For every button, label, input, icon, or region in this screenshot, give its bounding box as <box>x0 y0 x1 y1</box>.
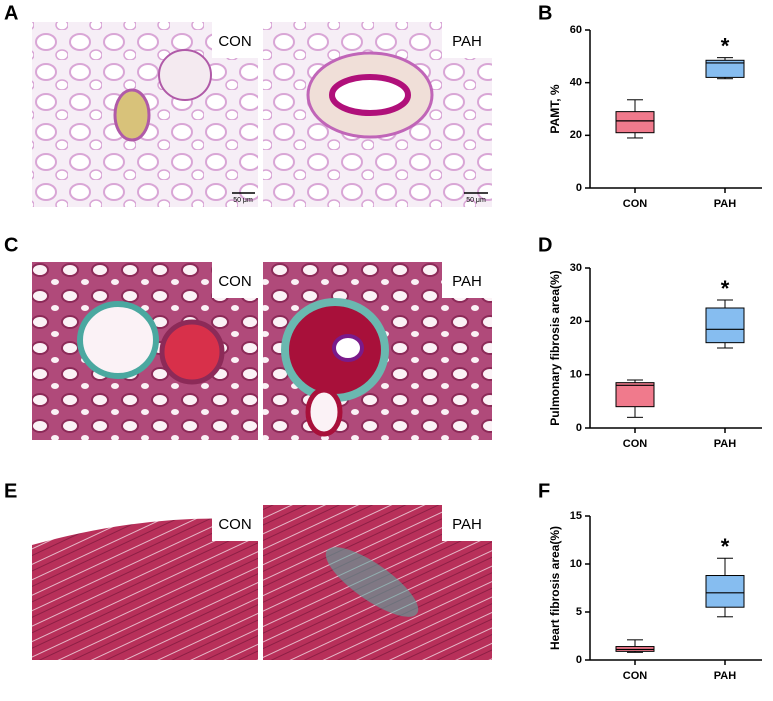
fibrosis <box>325 547 419 617</box>
vessel <box>113 88 151 142</box>
x-tick-label: CON <box>623 670 648 682</box>
image-label: PAH <box>452 273 482 290</box>
label-box <box>442 262 492 298</box>
label-box <box>212 22 258 58</box>
panel-letter: D <box>538 234 552 256</box>
label-box <box>212 505 258 541</box>
lumen <box>329 74 411 116</box>
panel-letter: B <box>538 2 552 24</box>
panel-letter: C <box>4 234 18 256</box>
box <box>705 59 745 78</box>
image-label: CON <box>218 516 251 533</box>
background <box>32 505 258 545</box>
y-axis-title: Heart fibrosis area(%) <box>548 526 562 650</box>
x-tick-label: PAH <box>714 438 736 450</box>
airway <box>158 49 212 101</box>
box <box>615 111 655 134</box>
lumen <box>332 334 364 362</box>
y-tick-label: 0 <box>576 422 582 434</box>
x-tick-label: PAH <box>714 198 736 210</box>
y-tick-label: 60 <box>570 24 582 36</box>
significance-label: * <box>721 534 730 559</box>
scale-bar-label: 50 μm <box>466 197 486 204</box>
vessel <box>159 319 225 385</box>
x-tick-label: CON <box>623 198 648 210</box>
panel-letter: E <box>4 480 17 502</box>
label-box <box>442 22 492 58</box>
panel-letter: F <box>538 480 550 502</box>
label-box <box>442 505 492 541</box>
box <box>615 382 655 408</box>
y-tick-label: 20 <box>570 129 582 141</box>
image-label: CON <box>218 33 251 50</box>
box <box>705 307 745 344</box>
y-tick-label: 20 <box>570 315 582 327</box>
scale-bar-label: 50 μm <box>233 197 253 204</box>
x-tick-label: CON <box>623 438 648 450</box>
image-label: PAH <box>452 33 482 50</box>
airway <box>77 301 159 379</box>
x-tick-label: PAH <box>714 670 736 682</box>
y-tick-label: 30 <box>570 262 582 274</box>
y-tick-label: 10 <box>570 369 582 381</box>
y-tick-label: 5 <box>576 606 582 618</box>
y-tick-label: 0 <box>576 182 582 194</box>
image-label: PAH <box>452 516 482 533</box>
label-box <box>212 262 258 298</box>
y-tick-label: 40 <box>570 77 582 89</box>
vessel <box>305 387 343 437</box>
y-tick-label: 15 <box>570 510 582 522</box>
y-axis-title: Pulmonary fibrosis area(%) <box>548 270 562 425</box>
box <box>705 575 745 608</box>
y-axis-title: PAMT, % <box>548 84 562 133</box>
image-label: CON <box>218 273 251 290</box>
significance-label: * <box>721 33 730 58</box>
y-tick-label: 0 <box>576 654 582 666</box>
y-tick-label: 10 <box>570 558 582 570</box>
panel-letter: A <box>4 2 18 24</box>
significance-label: * <box>721 276 730 301</box>
